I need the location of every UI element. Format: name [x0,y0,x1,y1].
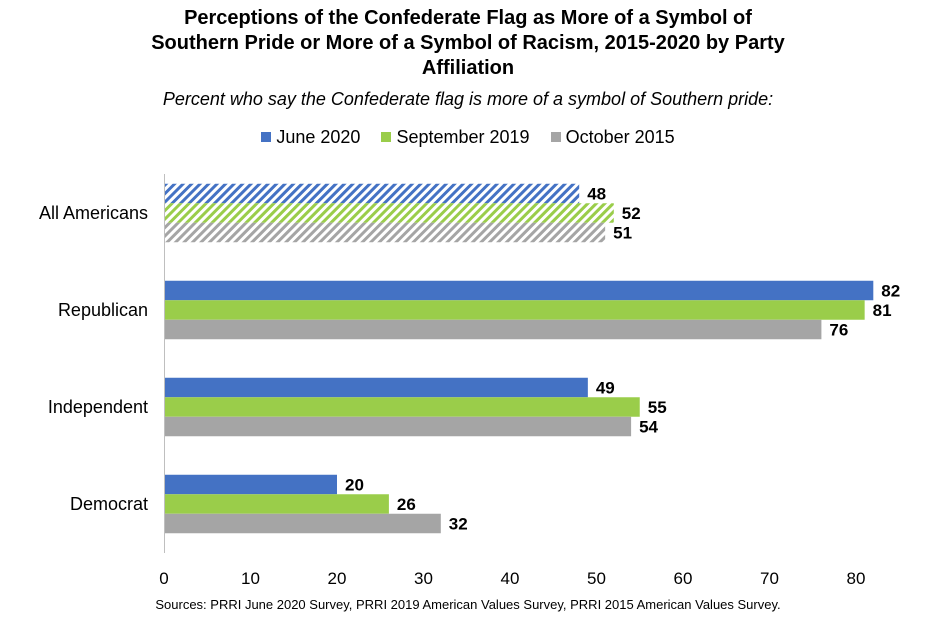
bar-republican-september-2019 [164,300,865,320]
bar-republican-june-2020 [164,280,874,301]
category-label-independent: Independent [48,397,148,417]
value-label-all-americans-october-2015: 51 [613,224,632,243]
chart-title-line-3: Affiliation [421,57,515,79]
x-tick-label-10: 10 [241,569,260,588]
x-tick-label-60: 60 [674,569,693,588]
bar-democrat-october-2015 [164,513,441,534]
bar-independent-september-2019 [164,397,640,417]
legend-label-october-2015: October 2015 [565,127,675,147]
category-label-republican: Republican [58,300,148,320]
legend-swatch-october-2015 [550,132,561,142]
bar-independent-october-2015 [164,416,632,437]
x-tick-label-50: 50 [587,569,606,588]
value-label-independent-september-2019: 55 [648,398,667,417]
x-tick-label-30: 30 [414,569,433,588]
value-label-democrat-september-2019: 26 [397,495,416,514]
chart-subtitle: Percent who say the Confederate flag is … [162,89,774,109]
bar-all-americans-september-2019 [164,203,614,223]
chart-legend: June 2020 September 2019 October 2015 [0,126,936,148]
value-label-republican-october-2015: 76 [829,321,848,340]
x-tick-label-40: 40 [501,569,520,588]
value-label-democrat-june-2020: 20 [345,476,364,495]
value-label-independent-october-2015: 54 [639,418,658,437]
bar-republican-october-2015 [164,319,822,340]
chart-title-line-1: Perceptions of the Confederate Flag as M… [184,7,752,29]
x-tick-label-0: 0 [159,569,168,588]
bar-all-americans-october-2015 [164,222,606,243]
value-label-democrat-october-2015: 32 [449,515,468,534]
value-label-independent-june-2020: 49 [596,379,615,398]
x-tick-label-70: 70 [760,569,779,588]
category-label-all-americans: All Americans [39,203,148,223]
x-tick-label-80: 80 [847,569,866,588]
source-note: Sources: PRRI June 2020 Survey, PRRI 201… [155,597,781,612]
legend-swatch-june-2020 [261,132,272,142]
bar-democrat-june-2020 [164,474,337,495]
category-label-democrat: Democrat [70,494,148,514]
value-label-republican-september-2019: 81 [873,301,892,320]
chart-title-line-2: Southern Pride or More of a Symbol of Ra… [151,32,785,54]
bar-all-americans-june-2020 [164,183,580,204]
legend-item-october-2015: October 2015 [550,126,675,148]
value-label-all-americans-june-2020: 48 [587,185,606,204]
legend-label-september-2019: September 2019 [396,127,530,147]
chart-title: Perceptions of the Confederate Flag as M… [0,6,936,81]
value-label-all-americans-september-2019: 52 [622,204,641,223]
legend-swatch-september-2019 [381,132,392,142]
bar-independent-june-2020 [164,377,588,398]
legend-item-june-2020: June 2020 [261,126,360,148]
legend-item-september-2019: September 2019 [381,126,530,148]
x-tick-label-20: 20 [328,569,347,588]
legend-label-june-2020: June 2020 [276,127,361,147]
value-label-republican-june-2020: 82 [881,282,900,301]
bar-democrat-september-2019 [164,494,389,514]
